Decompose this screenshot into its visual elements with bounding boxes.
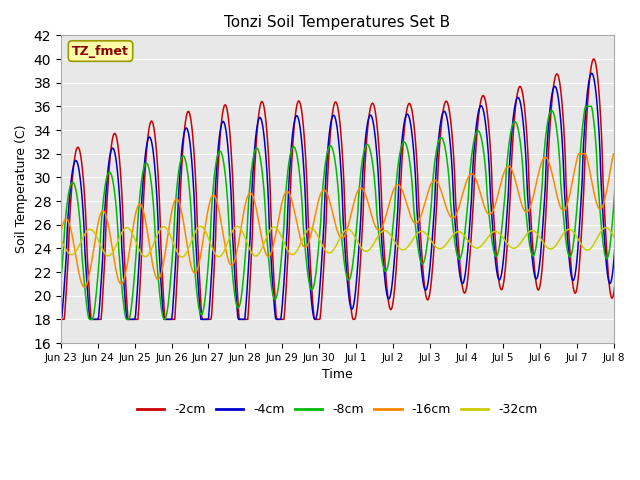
X-axis label: Time: Time bbox=[322, 368, 353, 381]
Text: TZ_fmet: TZ_fmet bbox=[72, 45, 129, 58]
Title: Tonzi Soil Temperatures Set B: Tonzi Soil Temperatures Set B bbox=[225, 15, 451, 30]
Y-axis label: Soil Temperature (C): Soil Temperature (C) bbox=[15, 125, 28, 253]
Legend: -2cm, -4cm, -8cm, -16cm, -32cm: -2cm, -4cm, -8cm, -16cm, -32cm bbox=[132, 398, 543, 421]
